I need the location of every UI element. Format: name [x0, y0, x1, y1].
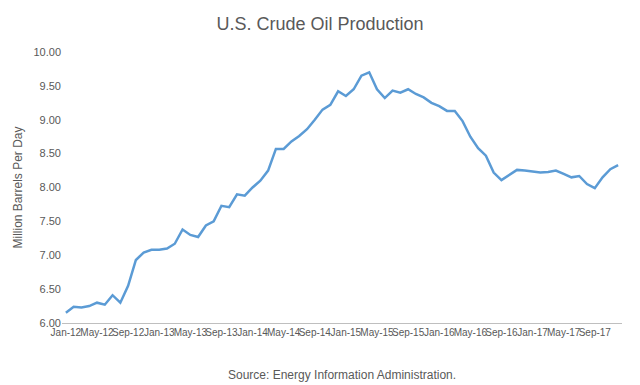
svg-text:Jan-15: Jan-15 — [331, 327, 362, 338]
svg-text:9.50: 9.50 — [40, 80, 61, 92]
svg-text:Million Barrels Per Day: Million Barrels Per Day — [11, 126, 25, 248]
svg-text:8.50: 8.50 — [40, 147, 61, 159]
svg-text:8.00: 8.00 — [40, 181, 61, 193]
svg-text:May-12: May-12 — [80, 327, 114, 338]
svg-text:10.00: 10.00 — [33, 46, 61, 58]
svg-text:Sep-13: Sep-13 — [205, 327, 238, 338]
svg-text:Sep-17: Sep-17 — [579, 327, 612, 338]
svg-text:U.S. Crude Oil Production: U.S. Crude Oil Production — [216, 14, 423, 34]
svg-text:May-15: May-15 — [360, 327, 394, 338]
svg-text:Jan-14: Jan-14 — [237, 327, 268, 338]
svg-text:7.00: 7.00 — [40, 249, 61, 261]
svg-text:May-16: May-16 — [454, 327, 488, 338]
svg-text:6.50: 6.50 — [40, 283, 61, 295]
svg-text:Jan-13: Jan-13 — [144, 327, 175, 338]
svg-text:May-13: May-13 — [174, 327, 208, 338]
svg-text:Sep-16: Sep-16 — [485, 327, 518, 338]
svg-text:6.00: 6.00 — [40, 317, 61, 329]
svg-text:7.50: 7.50 — [40, 215, 61, 227]
svg-text:Sep-15: Sep-15 — [392, 327, 425, 338]
svg-text:9.00: 9.00 — [40, 114, 61, 126]
svg-text:Sep-14: Sep-14 — [299, 327, 332, 338]
svg-text:Jan-17: Jan-17 — [517, 327, 548, 338]
svg-text:Sep-12: Sep-12 — [112, 327, 145, 338]
svg-text:May-17: May-17 — [547, 327, 581, 338]
svg-text:Source: Energy Information Adm: Source: Energy Information Administratio… — [228, 368, 456, 382]
svg-text:Jan-16: Jan-16 — [424, 327, 455, 338]
svg-text:May-14: May-14 — [267, 327, 301, 338]
svg-text:Jan-12: Jan-12 — [51, 327, 82, 338]
